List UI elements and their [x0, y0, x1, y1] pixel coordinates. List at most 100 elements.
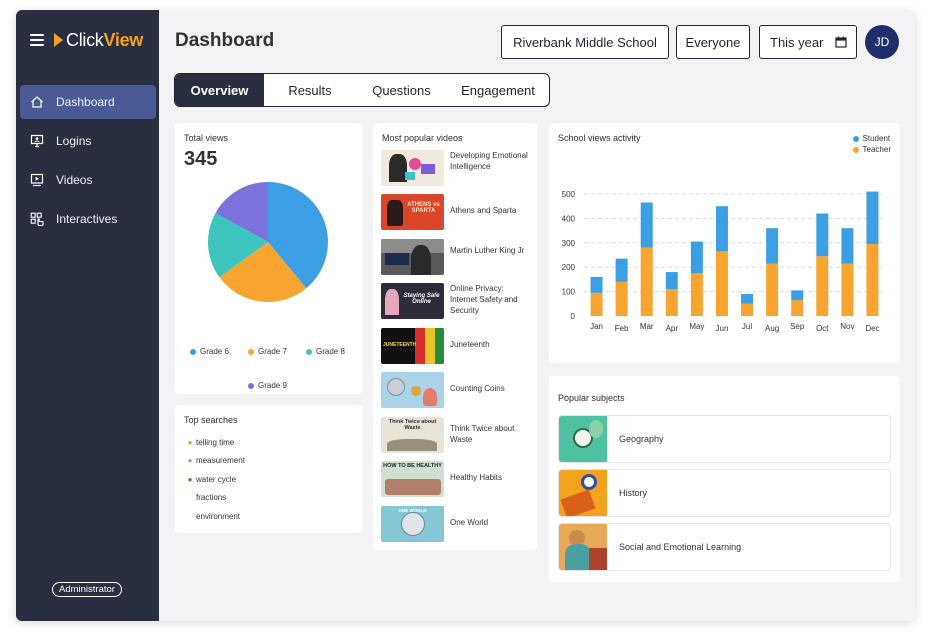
search-term: environment: [196, 511, 241, 521]
bar-student-jan[interactable]: [590, 276, 603, 293]
video-title: Juneteenth: [450, 340, 490, 349]
thumbnail-text: ONE WORLD: [398, 508, 427, 513]
video-item[interactable]: Developing Emotional Intelligence: [381, 150, 531, 188]
video-title: Online Privacy: Internet Safety and Secu…: [450, 284, 518, 315]
x-tick-label: Sep: [790, 322, 805, 331]
legend-teacher: Teacher: [852, 144, 891, 155]
sidebar-item-logins[interactable]: Logins: [20, 124, 156, 158]
subject-thumbnail: [559, 416, 607, 462]
search-item[interactable]: ● telling time: [185, 433, 245, 452]
bar-student-jul[interactable]: [741, 294, 754, 304]
bar-student-mar[interactable]: [640, 202, 653, 248]
video-thumbnail: [381, 150, 444, 186]
tab-engagement[interactable]: Engagement: [461, 82, 535, 98]
bar-teacher-jun[interactable]: [715, 251, 728, 316]
bar-student-may[interactable]: [690, 241, 703, 274]
period-selector[interactable]: This year: [759, 25, 857, 59]
tab-overview[interactable]: Overview: [175, 74, 264, 106]
bar-student-sep[interactable]: [791, 290, 804, 301]
video-thumbnail: Think Twice about Waste: [381, 417, 444, 453]
bar-teacher-mar[interactable]: [640, 247, 653, 316]
video-item[interactable]: ONE WORLD One World: [381, 506, 531, 544]
video-item[interactable]: Think Twice about Waste Think Twice abou…: [381, 417, 531, 455]
subject-item[interactable]: Geography: [558, 415, 891, 463]
clickview-logo[interactable]: Click View: [54, 29, 143, 51]
pie-slice-grade-7[interactable]: [219, 242, 307, 302]
bar-teacher-oct[interactable]: [816, 256, 829, 316]
bar-teacher-apr[interactable]: [665, 289, 678, 316]
video-item[interactable]: HOW TO BE HEALTHY Healthy Habits: [381, 461, 531, 499]
video-item[interactable]: Staying Safe Online Online Privacy: Inte…: [381, 283, 531, 321]
bar-student-apr[interactable]: [665, 272, 678, 290]
school-views-bar-chart: 0 100 200 300 400 500 Jan Feb Mar Apr May Jun Jul Aug…: [562, 190, 885, 333]
card-title: Top searches: [184, 415, 238, 425]
x-tick-label: Oct: [816, 324, 829, 333]
period-label: This year: [770, 34, 824, 50]
school-views-activity-card: School views activity Student Teacher 0 1…: [549, 123, 900, 363]
popular-videos-card: Most popular videos Developing Emotional…: [373, 123, 537, 550]
bar-teacher-dec[interactable]: [866, 244, 879, 316]
x-tick-label: Feb: [615, 324, 629, 333]
bar-teacher-feb[interactable]: [615, 281, 628, 316]
search-term: measurement: [196, 456, 245, 466]
subject-item[interactable]: History: [558, 469, 891, 517]
search-item[interactable]: ● water cycle: [185, 470, 245, 489]
bar-student-dec[interactable]: [866, 191, 879, 245]
card-title: Total views: [184, 133, 229, 143]
menu-icon[interactable]: [30, 34, 44, 46]
x-tick-label: Apr: [666, 324, 679, 333]
bar-student-nov[interactable]: [841, 228, 854, 264]
video-item[interactable]: JUNETEENTH Juneteenth: [381, 328, 531, 366]
subject-label: Social and Emotional Learning: [619, 542, 742, 552]
search-item[interactable]: ● measurement: [185, 452, 245, 471]
search-term: telling time: [196, 437, 235, 447]
pie-slice-grade-9[interactable]: [215, 182, 268, 242]
x-tick-label: Nov: [840, 322, 854, 331]
video-item[interactable]: ATHENS vs SPARTA Athens and Sparta: [381, 194, 531, 232]
subject-thumbnail: [559, 524, 607, 570]
bar-student-oct[interactable]: [816, 213, 829, 257]
video-thumbnail: HOW TO BE HEALTHY: [381, 461, 444, 497]
bar-student-aug[interactable]: [766, 228, 779, 264]
audience-selector[interactable]: Everyone: [676, 25, 750, 59]
calendar-icon: [835, 36, 847, 48]
chart-legend: Student Teacher: [852, 133, 891, 155]
play-logo-icon: [54, 33, 63, 47]
video-thumbnail: Staying Safe Online: [381, 283, 444, 319]
tab-results[interactable]: Results: [288, 82, 332, 98]
popular-subjects-card: Popular subjects Geography History Socia…: [549, 376, 900, 582]
total-views-value: 345: [184, 148, 218, 170]
bar-student-feb[interactable]: [615, 258, 628, 282]
video-title: Developing Emotional Intelligence: [450, 151, 528, 171]
y-tick-label: 400: [562, 214, 576, 223]
thumbnail-text: Think Twice about Waste: [388, 419, 437, 431]
bar-teacher-may[interactable]: [690, 273, 703, 316]
sidebar-item-videos[interactable]: Videos: [20, 163, 156, 197]
avatar[interactable]: JD: [865, 25, 899, 59]
logo-text-click: Click: [66, 29, 104, 50]
bar-teacher-jul[interactable]: [741, 303, 754, 316]
video-icon: [30, 173, 44, 187]
subject-item[interactable]: Social and Emotional Learning: [558, 523, 891, 571]
logo-text-view: View: [103, 29, 144, 50]
video-item[interactable]: Counting Coins: [381, 372, 531, 410]
bar-teacher-nov[interactable]: [841, 263, 854, 316]
bar-teacher-sep[interactable]: [791, 300, 804, 316]
bar-student-jun[interactable]: [715, 206, 728, 252]
search-item[interactable]: environment: [185, 507, 245, 526]
pie-slice-grade-6[interactable]: [268, 182, 328, 289]
x-tick-label: Aug: [765, 324, 779, 333]
tab-questions[interactable]: Questions: [372, 82, 431, 98]
video-title: Athens and Sparta: [450, 206, 517, 215]
bar-teacher-aug[interactable]: [766, 263, 779, 316]
school-selector[interactable]: Riverbank Middle School: [501, 25, 669, 59]
search-item[interactable]: fractions: [185, 489, 245, 508]
sidebar-item-dashboard[interactable]: Dashboard: [20, 85, 156, 119]
pie-slice-grade-8[interactable]: [208, 213, 268, 278]
top-searches-card: Top searches ● telling time ● measuremen…: [175, 405, 362, 533]
video-item[interactable]: Martin Luther King Jr: [381, 239, 531, 277]
bar-teacher-jan[interactable]: [590, 292, 603, 316]
y-tick-label: 300: [562, 239, 576, 248]
legend-label: Teacher: [862, 145, 891, 154]
sidebar-item-interactives[interactable]: Interactives: [20, 202, 156, 236]
